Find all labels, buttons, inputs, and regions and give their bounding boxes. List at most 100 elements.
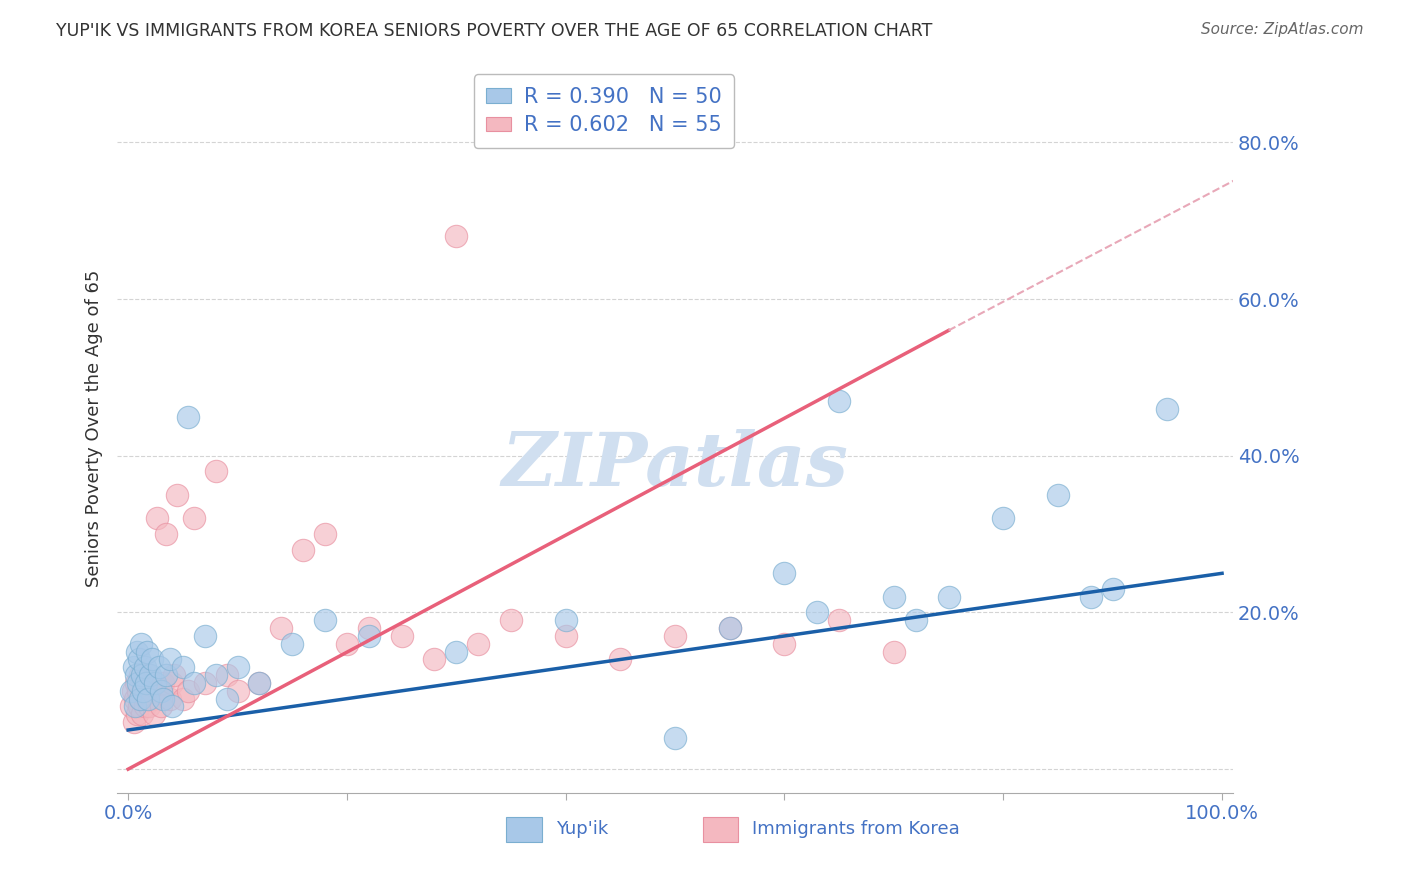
Point	[149, 699, 172, 714]
Point	[1080, 590, 1102, 604]
Point	[314, 613, 336, 627]
Point	[446, 229, 468, 244]
Point	[132, 676, 155, 690]
Point	[664, 629, 686, 643]
Point	[145, 676, 167, 690]
Legend: R = 0.390   N = 50, R = 0.602   N = 55: R = 0.390 N = 50, R = 0.602 N = 55	[474, 74, 734, 148]
Point	[128, 652, 150, 666]
Point	[121, 683, 143, 698]
Point	[125, 676, 148, 690]
Point	[155, 668, 177, 682]
Point	[163, 668, 186, 682]
Point	[148, 683, 170, 698]
Point	[183, 676, 205, 690]
Point	[139, 676, 162, 690]
Point	[1156, 401, 1178, 416]
Point	[136, 691, 159, 706]
Point	[467, 637, 489, 651]
Point	[159, 652, 181, 666]
Text: ZIPatlas: ZIPatlas	[502, 428, 849, 501]
Point	[127, 676, 149, 690]
Point	[806, 606, 828, 620]
Point	[135, 691, 157, 706]
Point	[609, 652, 631, 666]
Point	[141, 691, 163, 706]
Point	[1101, 582, 1123, 596]
Point	[134, 699, 156, 714]
Point	[143, 707, 166, 722]
Point	[247, 676, 270, 690]
Point	[135, 645, 157, 659]
Point	[152, 676, 174, 690]
Point	[336, 637, 359, 651]
Point	[138, 699, 160, 714]
Point	[718, 621, 741, 635]
Point	[357, 629, 380, 643]
Point	[247, 676, 270, 690]
Point	[177, 409, 200, 424]
Point	[160, 676, 183, 690]
Y-axis label: Seniors Poverty Over the Age of 65: Seniors Poverty Over the Age of 65	[86, 269, 103, 587]
Point	[292, 542, 315, 557]
Point	[172, 660, 194, 674]
Point	[152, 691, 174, 706]
Point	[446, 645, 468, 659]
Point	[120, 683, 142, 698]
Point	[135, 676, 157, 690]
Point	[145, 511, 167, 525]
Point	[132, 683, 155, 698]
Text: YUP'IK VS IMMIGRANTS FROM KOREA SENIORS POVERTY OVER THE AGE OF 65 CORRELATION C: YUP'IK VS IMMIGRANTS FROM KOREA SENIORS …	[56, 22, 932, 40]
Point	[135, 683, 157, 698]
Point	[129, 668, 152, 682]
Point	[141, 652, 163, 666]
Point	[281, 637, 304, 651]
Point	[122, 660, 145, 674]
Point	[122, 715, 145, 730]
Point	[194, 629, 217, 643]
Point	[718, 621, 741, 635]
Point	[883, 645, 905, 659]
Point	[120, 699, 142, 714]
Point	[499, 613, 522, 627]
Point	[160, 699, 183, 714]
Point	[270, 621, 292, 635]
Text: Yup'ik: Yup'ik	[555, 821, 607, 838]
Point	[828, 393, 851, 408]
Point	[129, 637, 152, 651]
Point	[183, 511, 205, 525]
Point	[125, 668, 148, 682]
Point	[124, 691, 146, 706]
Point	[554, 629, 576, 643]
Point	[773, 566, 796, 581]
Point	[139, 668, 162, 682]
Point	[226, 660, 249, 674]
Point	[314, 527, 336, 541]
Point	[139, 683, 162, 698]
Point	[131, 668, 153, 682]
Point	[128, 699, 150, 714]
Point	[226, 683, 249, 698]
Point	[131, 707, 153, 722]
Point	[773, 637, 796, 651]
Point	[136, 668, 159, 682]
Point	[904, 613, 927, 627]
Point	[149, 683, 172, 698]
Point	[204, 668, 226, 682]
Point	[1046, 488, 1069, 502]
Point	[554, 613, 576, 627]
Point	[166, 488, 188, 502]
Point	[127, 683, 149, 698]
Point	[134, 660, 156, 674]
Point	[993, 511, 1015, 525]
Point	[664, 731, 686, 745]
Point	[215, 668, 238, 682]
Point	[124, 699, 146, 714]
Point	[125, 707, 148, 722]
Point	[129, 691, 152, 706]
Point	[148, 660, 170, 674]
Point	[423, 652, 446, 666]
Point	[129, 691, 152, 706]
Point	[159, 691, 181, 706]
Text: Source: ZipAtlas.com: Source: ZipAtlas.com	[1201, 22, 1364, 37]
Point	[177, 683, 200, 698]
